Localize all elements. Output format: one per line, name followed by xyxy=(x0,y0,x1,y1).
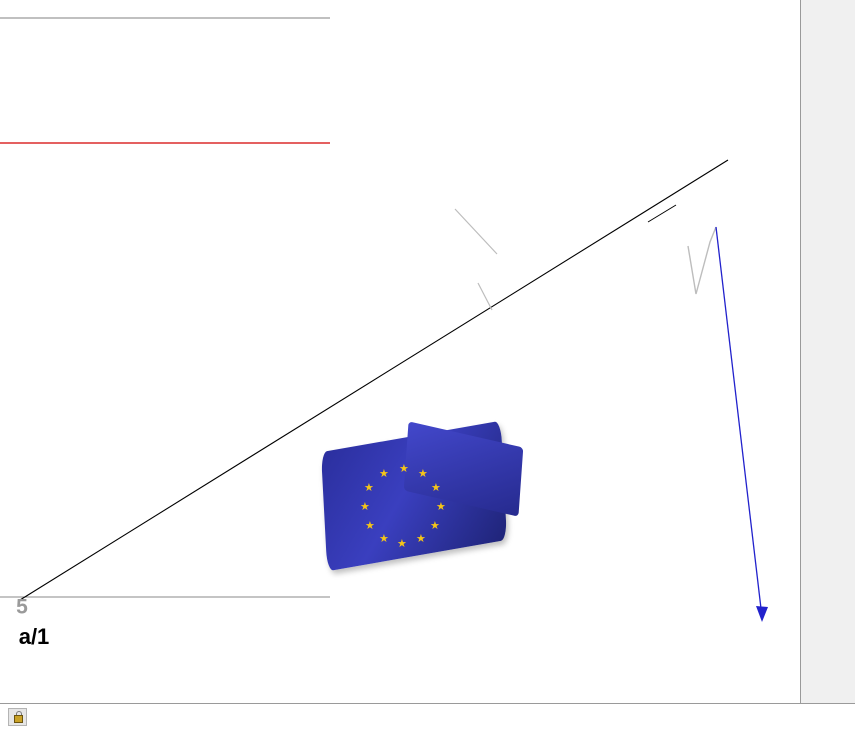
candlestick-series xyxy=(0,0,800,703)
price-plot-area[interactable]: 5 a/1 ★ ★ ★ ★ ★ ★ ★ ★ ★ ★ ★ ★ xyxy=(0,0,800,703)
time-axis[interactable] xyxy=(0,703,855,732)
wave-label-a1: a/1 xyxy=(18,624,50,649)
lock-icon[interactable] xyxy=(8,708,27,726)
eu-stars: ★ ★ ★ ★ ★ ★ ★ ★ ★ ★ ★ ★ xyxy=(360,463,446,550)
elliott-wellen-analysen-logo: ★ ★ ★ ★ ★ ★ ★ ★ ★ ★ ★ ★ xyxy=(306,420,576,582)
price-axis[interactable] xyxy=(800,0,855,703)
status-bar xyxy=(0,703,27,731)
wave-label-5-major: 5 xyxy=(16,595,28,619)
